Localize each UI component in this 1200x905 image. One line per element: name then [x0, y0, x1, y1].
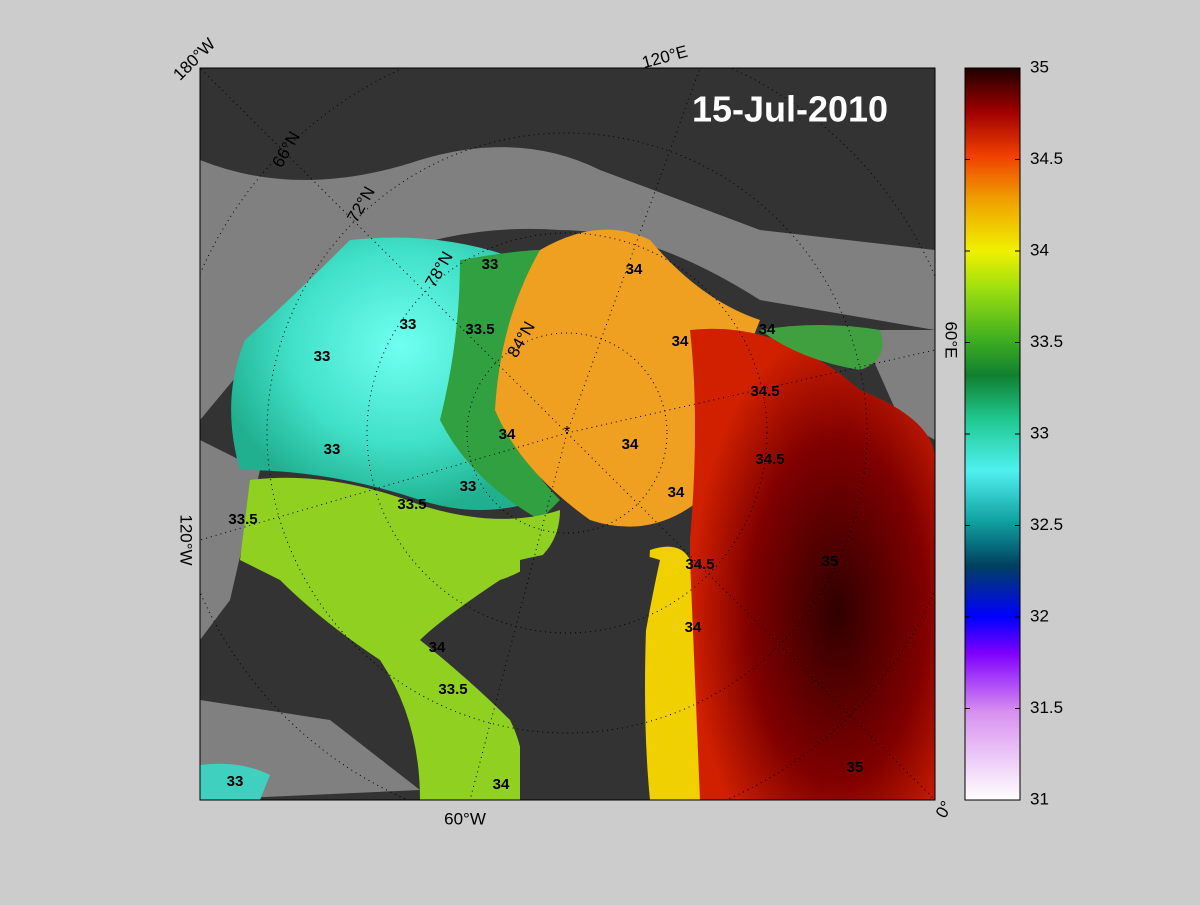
colorbar: [964, 67, 1021, 801]
shelf-sea: [200, 330, 935, 800]
land: [520, 550, 660, 800]
colorbar-tick-label: 33: [1030, 423, 1049, 442]
contour-label: 34: [668, 484, 685, 501]
contour-label: 34.5: [750, 383, 779, 400]
colorbar-tick-label: 31: [1030, 789, 1049, 808]
contour-label: 33.5: [397, 496, 426, 513]
contour-label: 34: [493, 776, 510, 793]
colorbar-tick-label: 34: [1030, 240, 1049, 259]
salinity-field: [240, 477, 560, 800]
colorbar-tick-label: 32.5: [1030, 515, 1063, 534]
map-frame: [199, 67, 936, 801]
colorbar-tick-label: 32: [1030, 606, 1049, 625]
contour-label: 34: [429, 639, 446, 656]
contour-label: 34: [626, 261, 643, 278]
contour-label: 33: [227, 773, 244, 790]
longitude-label: 120°W: [177, 514, 196, 565]
colorbar-tick-label: 34.5: [1030, 149, 1063, 168]
contour-label: 33: [324, 441, 341, 458]
shelf-sea: [200, 147, 935, 420]
colorbar-tick-label: 31.5: [1030, 698, 1063, 717]
colorbar-tick-label: 35: [1030, 57, 1049, 76]
colorbar-tick-label: 33.5: [1030, 332, 1063, 351]
salinity-field: [760, 325, 883, 370]
salinity-field: [200, 763, 270, 800]
longitude-label: 60°E: [942, 321, 961, 358]
contour-label: 34: [622, 436, 639, 453]
contour-label: 33: [314, 348, 331, 365]
salinity-field: [495, 229, 760, 527]
contour-label: 34: [685, 619, 702, 636]
contour-label: 34.5: [755, 451, 784, 468]
contour-label: 35: [847, 759, 864, 776]
contour-label: 33: [460, 478, 477, 495]
contour-label: 33: [482, 256, 499, 273]
contour-label: 34: [759, 321, 776, 338]
contour-label: 33.5: [228, 511, 257, 528]
contour-label: 34: [672, 333, 689, 350]
contour-label: 34.5: [685, 556, 714, 573]
contour-label: 33: [400, 316, 417, 333]
map-area: *: [200, 68, 935, 800]
pole-marker: *: [564, 424, 570, 441]
contour-label: 34: [499, 426, 516, 443]
salinity-field: [690, 328, 935, 800]
contour-label: 35: [822, 553, 839, 570]
contour-label: 33.5: [438, 681, 467, 698]
date-label: 15-Jul-2010: [692, 89, 888, 130]
salinity-field: [645, 546, 700, 800]
contour-label: 33.5: [465, 321, 494, 338]
longitude-label: 0°: [932, 798, 957, 822]
graticule: [200, 68, 935, 800]
longitude-label: 60°W: [444, 809, 486, 828]
